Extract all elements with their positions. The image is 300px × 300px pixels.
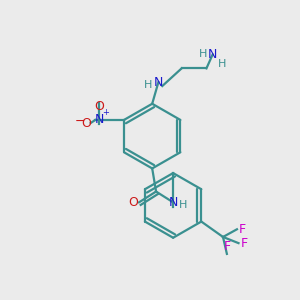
Text: F: F: [239, 223, 246, 236]
Text: O: O: [94, 100, 104, 113]
Text: O: O: [129, 196, 139, 209]
Text: H: H: [198, 50, 207, 59]
Text: H: H: [218, 59, 226, 69]
Text: H: H: [179, 200, 188, 210]
Text: F: F: [240, 237, 247, 250]
Text: F: F: [223, 241, 230, 254]
Text: +: +: [102, 108, 109, 117]
Text: N: N: [94, 113, 104, 126]
Text: N: N: [154, 76, 163, 89]
Text: −: −: [75, 115, 85, 128]
Text: H: H: [144, 80, 152, 90]
Text: N: N: [168, 196, 178, 209]
Text: N: N: [208, 48, 217, 61]
Text: O: O: [81, 116, 91, 130]
